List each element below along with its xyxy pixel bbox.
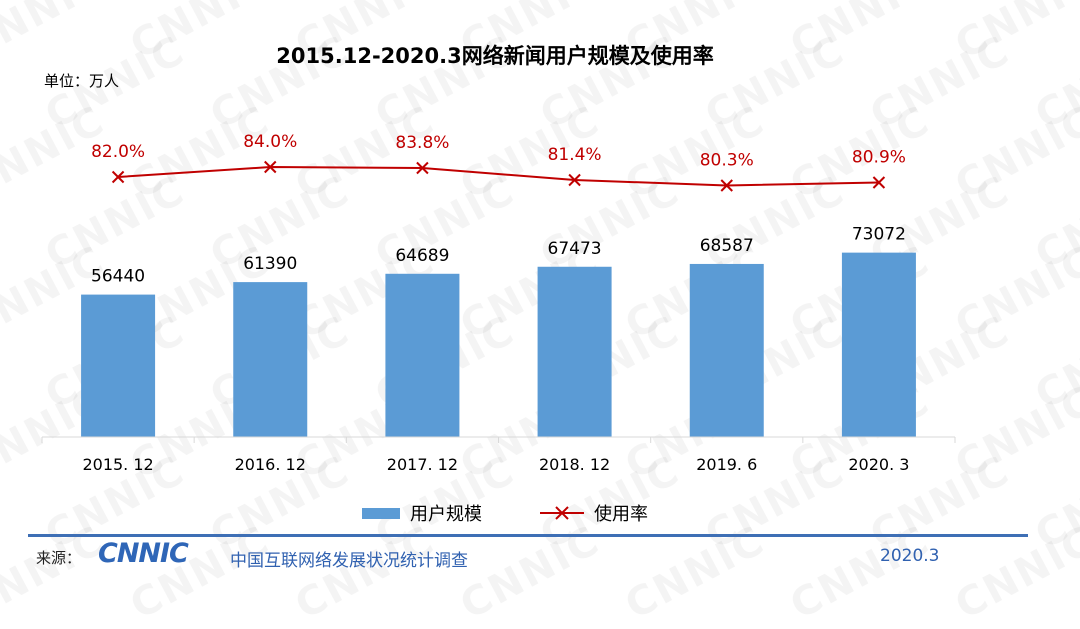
bar-label-4: 68587 [700,236,754,256]
rate-marker-stroke [416,161,429,175]
x-tick-label-3: 2018. 12 [539,455,610,474]
bar-label-1: 61390 [243,254,297,274]
legend-bar-swatch [362,508,400,519]
rate-point-0 [111,170,125,184]
legend-marker-stroke [555,506,569,520]
rate-marker-stroke [568,173,581,187]
rate-marker-stroke [264,160,277,174]
rate-point-5 [872,176,886,189]
rate-point-1 [264,160,277,174]
bar-label-3: 67473 [548,239,602,259]
bar-label-0: 56440 [91,267,145,287]
rate-label-3: 81.4% [548,145,602,165]
rate-label-1: 84.0% [243,132,297,152]
rate-point-4 [720,179,733,192]
bar-1 [233,282,308,437]
chart-title: 2015.12-2020.3网络新闻用户规模及使用率 [276,44,714,68]
x-tick-label-2: 2017. 12 [387,455,458,474]
footer-source-label: 来源： [36,549,82,567]
legend-bar-label: 用户规模 [410,504,482,525]
x-tick-label-0: 2015. 12 [82,455,153,474]
chart-canvas: 56440 61390 64689 67473 68587 73072 2015. 12 2… [41,132,956,525]
cnnic-logo: CNNIC [98,538,189,569]
x-tick-label-5: 2020. 3 [848,455,909,474]
bar-label-5: 73072 [852,225,906,245]
rate-point-2 [416,161,429,175]
footer-date: 2020.3 [880,546,940,566]
footer-divider [28,534,1028,537]
bar-5 [841,252,916,437]
x-tick-label-1: 2016. 12 [235,455,306,474]
bar-label-2: 64689 [395,246,449,266]
bar-0 [81,294,156,437]
bar-3 [537,266,612,437]
bar-2 [385,273,460,437]
bar-4 [689,263,764,437]
x-tick-label-4: 2019. 6 [696,455,757,474]
rate-label-4: 80.3% [700,151,754,171]
rate-marker-stroke [111,170,125,184]
rate-label-0: 82.0% [91,142,145,162]
rate-label-5: 80.9% [852,148,906,168]
legend-line-label: 使用率 [594,504,648,525]
rate-marker-stroke [720,179,733,192]
unit-label: 单位：万人 [44,72,120,90]
rate-point-3 [568,173,581,187]
rate-line [118,165,879,187]
footer-org-name: 中国互联网络发展状况统计调查 [230,551,468,571]
rate-label-2: 83.8% [395,133,449,153]
rate-marker-stroke [872,176,886,189]
